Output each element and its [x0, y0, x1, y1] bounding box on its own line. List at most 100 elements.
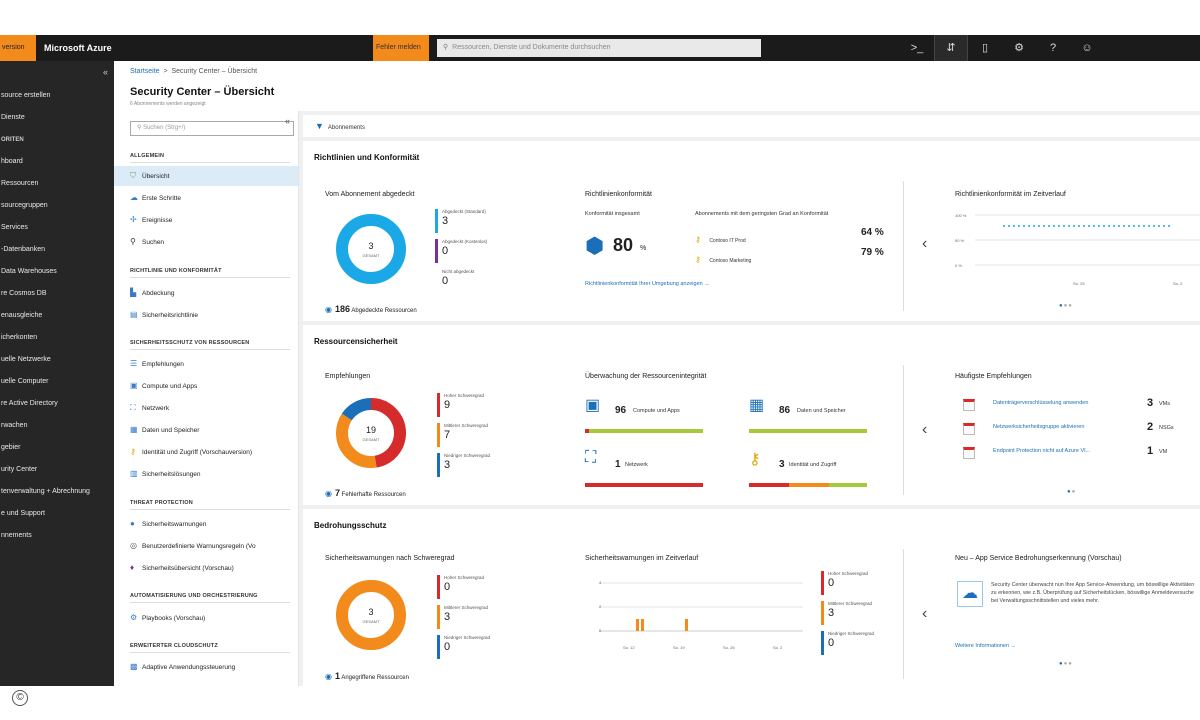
feedback-smiley-icon[interactable]: ☺: [1081, 42, 1093, 54]
chevron-left-icon[interactable]: ‹: [922, 235, 928, 252]
blade-item-custom-alerts[interactable]: ◎ Benutzerdefinierte Warnungsregeln (Vo: [130, 536, 298, 556]
blade-item-search[interactable]: ⚲ Suchen: [130, 232, 298, 252]
attacked-resources[interactable]: ◉ 1 Angegriffene Ressourcen: [325, 671, 409, 681]
resource-security-panel: Ressourcensicherheit Empfehlungen 19 GES…: [303, 325, 1200, 505]
blade-item-threat-intel[interactable]: ♦ Sicherheitsübersicht (Vorschau): [130, 558, 298, 578]
carousel-dots[interactable]: ●●●: [1059, 661, 1073, 667]
legend-row[interactable]: Nicht abgedeckt 0: [435, 269, 487, 299]
legend-row[interactable]: Mittlerer Schweregrad 3: [437, 605, 490, 635]
cloud-shell-icon[interactable]: >_: [910, 42, 924, 54]
covered-resources[interactable]: ◉ 186 Abgedeckte Ressourcen: [325, 304, 417, 314]
subscription-row[interactable]: ⚷ Contoso Marketing 79 %: [695, 247, 895, 264]
alerts-timeline-chart[interactable]: 4 2 0 So. 12 So. 19 So. 26 So. 2: [585, 571, 810, 661]
more-info-link[interactable]: Weitere Informationen →: [955, 643, 1017, 649]
global-search-input[interactable]: ⚲ Ressourcen, Dienste und Dokumente durch…: [437, 39, 761, 57]
blade-item-overview[interactable]: ⛉ Übersicht: [114, 166, 298, 186]
feedback-button[interactable]: Fehler melden: [373, 35, 429, 61]
notifications-icon[interactable]: ▯: [981, 42, 989, 54]
preview-badge[interactable]: version: [0, 35, 36, 61]
directory-filter-icon[interactable]: ⇵: [934, 35, 968, 61]
settings-icon[interactable]: ⚙: [1014, 42, 1024, 54]
left-nav-item[interactable]: Dienste: [1, 114, 25, 121]
custom-alert-icon: ◎: [130, 541, 137, 550]
left-nav-item[interactable]: nnements: [1, 532, 32, 539]
left-nav-item[interactable]: re Active Directory: [1, 400, 58, 407]
blade-item-first-steps[interactable]: ☁ Erste Schritte: [130, 188, 298, 208]
health-tile-identity[interactable]: ⚷ 3 Identität und Zugriff: [749, 449, 874, 489]
left-nav-item[interactable]: hboard: [1, 158, 23, 165]
left-nav-item[interactable]: source erstellen: [1, 92, 51, 99]
blade-item-coverage[interactable]: ▙ Abdeckung: [130, 283, 298, 303]
legend-row[interactable]: Niedriger Schweregrad 0: [821, 631, 874, 661]
blade-item-security-solutions[interactable]: ▥ Sicherheitslösungen: [130, 464, 298, 484]
donut-segment-low: [336, 398, 406, 468]
news-text: Security Center überwacht nun Ihre App S…: [991, 582, 1195, 604]
recommendation-row[interactable]: Endpoint Protection nicht auf Azure VI..…: [963, 445, 1200, 469]
legend-row[interactable]: Mittlerer Schweregrad 7: [437, 423, 490, 453]
coverage-legend: Abgedeckt (Standard) 3 Abgedeckt (Kostenl…: [435, 209, 487, 299]
alerts-donut[interactable]: 3 GESAMT: [335, 579, 407, 651]
blade-item-identity[interactable]: ⚷ Identität und Zugriff (Vorschauversion): [130, 442, 298, 462]
blade-item-recommendations[interactable]: ☰ Empfehlungen: [130, 354, 298, 374]
left-nav-item[interactable]: -Datenbanken: [1, 246, 45, 253]
legend-row[interactable]: Niedriger Schweregrad 3: [437, 453, 490, 483]
legend-row[interactable]: Niedriger Schweregrad 0: [437, 635, 490, 665]
legend-row[interactable]: Hoher Schweregrad 0: [821, 571, 874, 601]
blade-item-events[interactable]: ✢ Ereignisse: [130, 210, 298, 230]
carousel-dots[interactable]: ●●: [1067, 489, 1077, 495]
left-nav-item[interactable]: uelle Netzwerke: [1, 356, 51, 363]
recommendation-row[interactable]: Datenträgerverschlüsselung anwenden 3 VMs: [963, 397, 1200, 421]
breadcrumb: Startseite > Security Center – Übersicht: [130, 68, 257, 75]
legend-row[interactable]: Hoher Schweregrad 9: [437, 393, 490, 423]
unhealthy-resources[interactable]: ◉ 7 Fehlerhafte Ressourcen: [325, 488, 406, 498]
subscription-row[interactable]: ⚷ Contoso IT Prod 64 %: [695, 227, 895, 244]
left-nav-item[interactable]: Ressourcen: [1, 180, 39, 187]
collapse-nav-icon[interactable]: «: [102, 67, 108, 77]
chevron-left-icon[interactable]: ‹: [922, 605, 928, 622]
left-nav-item[interactable]: rwachen: [1, 422, 28, 429]
left-nav-item[interactable]: uelle Computer: [1, 378, 49, 385]
left-nav-item[interactable]: Data Warehouses: [1, 268, 57, 275]
recommendation-row[interactable]: Netzwerksicherheitsgruppe aktivieren 2 NSG…: [963, 421, 1200, 445]
left-nav-item[interactable]: tenverwaltung + Abrechnung: [1, 488, 90, 495]
blade-item-data[interactable]: ▦ Daten und Speicher: [130, 420, 298, 440]
legend-row[interactable]: Abgedeckt (Kostenlos) 0: [435, 239, 487, 269]
blade-item-compute[interactable]: ▣ Compute und Apps: [130, 376, 298, 396]
legend-row[interactable]: Mittlerer Schweregrad 3: [821, 601, 874, 631]
left-nav-item[interactable]: gebier: [1, 444, 21, 451]
x-tick-label: So. 2: [1173, 281, 1183, 286]
left-nav-item[interactable]: icherkonten: [1, 334, 38, 341]
left-nav-item[interactable]: urity Center: [1, 466, 38, 473]
subscription-compliance: 64 %: [861, 227, 884, 238]
blade-item-adaptive[interactable]: ▩ Adaptive Anwendungssteuerung: [130, 657, 298, 677]
left-nav-item[interactable]: re Cosmos DB: [1, 290, 47, 297]
compliance-link[interactable]: Richtlinienkonformität Ihrer Umgebung an…: [585, 281, 710, 287]
blade-item-playbooks[interactable]: ⚙ Playbooks (Vorschau): [130, 608, 298, 628]
legend-row[interactable]: Abgedeckt (Standard) 3: [435, 209, 487, 239]
left-nav-item[interactable]: Services: [1, 224, 28, 231]
blade-item-network[interactable]: ⛶ Netzwerk: [130, 398, 298, 418]
carousel-dots[interactable]: ●●●: [1059, 303, 1073, 309]
brand-logo-text[interactable]: Microsoft Azure: [44, 43, 112, 53]
help-icon[interactable]: ?: [1049, 42, 1057, 54]
left-nav-item[interactable]: enausgleiche: [1, 312, 43, 319]
health-tile-compute[interactable]: ▣ 96 Compute und Apps: [585, 395, 710, 435]
left-nav-item[interactable]: ORITEN: [1, 137, 24, 143]
recommendations-donut[interactable]: 19 GESAMT: [335, 397, 407, 469]
left-nav-item[interactable]: sourcegruppen: [1, 202, 48, 209]
compliance-history-chart[interactable]: 100 % 50 % 0 % So. 25 So. 2: [955, 207, 1200, 297]
legend-row[interactable]: Hoher Schweregrad 0: [437, 575, 490, 605]
tile-count: 3: [779, 459, 785, 470]
key-icon: ⚷: [695, 235, 701, 244]
blade-item-security-policy[interactable]: ▤ Sicherheitsrichtlinie: [130, 305, 298, 325]
blade-search-input[interactable]: ⚲ Suchen (Strg+/): [130, 121, 294, 136]
blade-item-security-alerts[interactable]: ● Sicherheitswarnungen: [130, 514, 298, 534]
breadcrumb-home-link[interactable]: Startseite: [130, 68, 160, 75]
health-tile-network[interactable]: ⛶ 1 Netzwerk: [585, 449, 710, 489]
collapse-blade-icon[interactable]: «: [285, 116, 291, 126]
coverage-donut[interactable]: 3 GESAMT: [335, 213, 407, 285]
left-nav-item[interactable]: e und Support: [1, 510, 45, 517]
chevron-left-icon[interactable]: ‹: [922, 421, 928, 438]
health-tile-data[interactable]: ▦ 86 Daten und Speicher: [749, 395, 874, 435]
subscription-filter-bar[interactable]: ▼ Abonnements: [303, 115, 1200, 137]
